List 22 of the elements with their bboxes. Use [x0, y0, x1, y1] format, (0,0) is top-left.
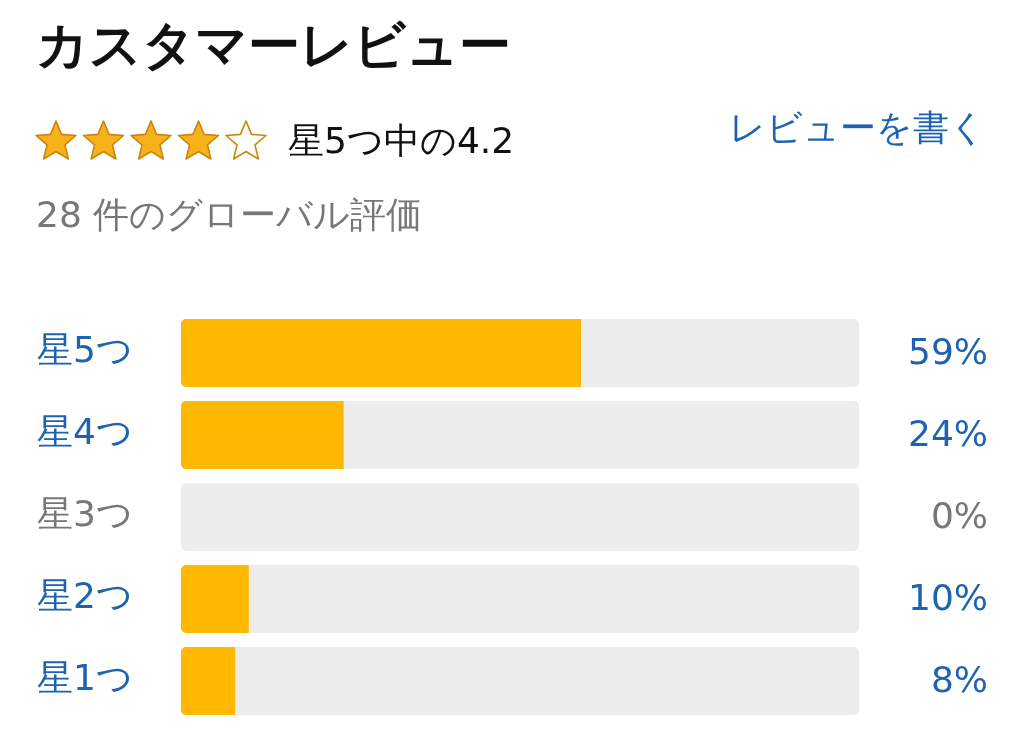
data-label: 59%	[907, 331, 988, 373]
y-tick-label: 星4つ	[37, 411, 133, 453]
y-tick-label: 星5つ	[37, 329, 133, 371]
bar	[235, 646, 859, 716]
text: 星5つ中の4.2	[288, 119, 515, 163]
bar	[181, 318, 582, 388]
text: レビューを書く	[729, 106, 986, 150]
bar	[181, 564, 249, 634]
bar	[181, 646, 236, 716]
y-tick-label: 星2つ	[37, 575, 133, 617]
bar	[248, 564, 859, 634]
data-label: 24%	[907, 413, 988, 455]
bar	[343, 400, 859, 470]
y-tick-label: 星3つ	[37, 493, 133, 535]
data-label: 0%	[930, 495, 988, 537]
data-label: 10%	[907, 577, 988, 619]
chart-subtitle: 28 件のグローバル評価	[36, 193, 423, 237]
y-tick-label: 星1つ	[37, 657, 133, 699]
chart-title: カスタマーレビュー	[36, 14, 511, 77]
data-label: 8%	[930, 659, 988, 701]
bar	[181, 400, 344, 470]
bar	[581, 318, 859, 388]
